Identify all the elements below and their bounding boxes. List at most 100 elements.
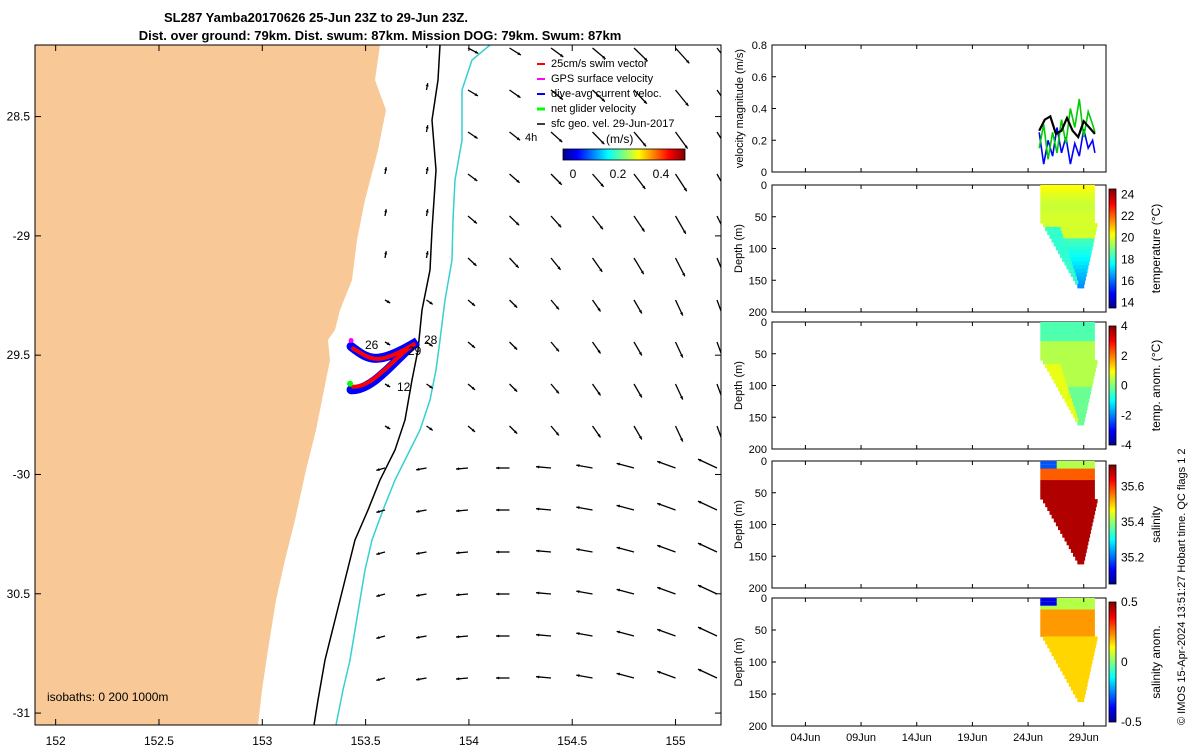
depth-cell-2-90 <box>1053 518 1094 523</box>
depth2-cbar-label: salinity <box>1149 506 1163 543</box>
depth-accent-1-126 <box>1066 402 1074 407</box>
depth-cell-2-150 <box>1075 556 1086 561</box>
depth0-ytick-4: 200 <box>749 307 767 319</box>
depth-cell-0-0 <box>1040 185 1095 190</box>
depth-cell-1-108 <box>1060 390 1091 395</box>
vector-head-64 <box>555 348 559 352</box>
vector-head-129 <box>616 630 621 634</box>
colorbar-tick-2: 0.4 <box>653 167 670 181</box>
vector-32 <box>716 173 721 183</box>
isobath-200m <box>335 45 491 725</box>
vector-head-31 <box>683 187 687 192</box>
depth-cell-0-42 <box>1040 211 1095 216</box>
track-label-12: 12 <box>397 380 411 394</box>
depth-cell-0-30 <box>1040 204 1095 209</box>
vector-head-80 <box>471 428 476 432</box>
map-xtick-2: 153 <box>252 734 272 748</box>
depth-accent-1-90 <box>1053 379 1066 384</box>
vector-head-120 <box>616 588 621 592</box>
depth-cell-3-156 <box>1077 697 1085 703</box>
vector-head-13 <box>643 100 647 104</box>
vector-head-91 <box>536 465 540 469</box>
vector-104 <box>697 500 718 511</box>
vector-head-116 <box>456 593 460 597</box>
vector-head-88 <box>416 467 420 471</box>
depth-cell-3-6 <box>1040 601 1095 607</box>
colorbar-gradient <box>562 148 686 161</box>
legend-label-geo: sfc geo. vel. 29-Jun-2017 <box>551 118 675 130</box>
depth0-ylabel: Depth (m) <box>733 224 745 273</box>
vector-head-130 <box>657 628 661 632</box>
depth-cell-1-84 <box>1051 375 1095 380</box>
track-swim <box>351 341 417 389</box>
title-line-2: Dist. over ground: 79km. Dist. swum: 87k… <box>139 28 622 43</box>
depth-cell-2-42 <box>1040 487 1095 492</box>
depth-accent-0-150 <box>1075 280 1079 285</box>
legend-label-dive: dive-avg current veloc. <box>551 88 662 100</box>
vector-head-32 <box>725 190 728 193</box>
vector-head-127 <box>536 633 540 637</box>
depth-cell-1-60 <box>1043 360 1098 365</box>
depth1-ytick-2: 100 <box>749 381 767 393</box>
depth-cell-3-72 <box>1047 644 1096 649</box>
depth-cell-1-48 <box>1040 352 1095 357</box>
vector-head-23 <box>726 148 729 151</box>
vector-head-24 <box>384 167 388 171</box>
depth-accent-1-108 <box>1060 390 1070 395</box>
map-ytick-5: -31 <box>13 706 31 720</box>
depth1-cbar-tick-0: 4 <box>1121 319 1128 333</box>
vector-head-41 <box>724 233 727 236</box>
depth-accent-1-132 <box>1068 405 1075 411</box>
velocity-ytick-0: 0 <box>761 167 767 179</box>
vector-head-8 <box>425 83 429 87</box>
vector-head-136 <box>536 675 540 679</box>
vector-139 <box>656 670 676 679</box>
depth-cell-0-114 <box>1062 257 1091 262</box>
vector-0 <box>425 45 428 49</box>
depth0-cbar-label: temperature (°C) <box>1149 204 1163 294</box>
depth-cell-2-36 <box>1040 483 1095 489</box>
vector-head-26 <box>473 177 478 181</box>
depth1-ylabel: Depth (m) <box>733 361 745 410</box>
vector-head-137 <box>576 674 580 678</box>
depth-cell-2-114 <box>1062 533 1091 538</box>
vector-head-29 <box>600 183 604 187</box>
depth3-ytick-1: 50 <box>755 625 767 637</box>
vector-head-115 <box>416 593 420 597</box>
depth-cell-0-6 <box>1040 188 1095 194</box>
depth3-cbar-tick-1: 0 <box>1121 655 1128 669</box>
vector-head-43 <box>425 251 429 255</box>
panel5-xtick-5: 29Jun <box>1069 732 1099 744</box>
depth-cell-3-12 <box>1040 605 1095 610</box>
vector-head-76 <box>680 396 683 400</box>
depth1-cbar-tick-3: -2 <box>1121 408 1132 422</box>
depth1-ytick-3: 150 <box>749 412 767 424</box>
depth-accent-2-0 <box>1040 461 1057 466</box>
colorbar-unit: (m/s) <box>606 132 633 146</box>
depth-accent-0-138 <box>1070 272 1076 277</box>
depth-accent-0-144 <box>1073 276 1077 281</box>
depth-cell-3-66 <box>1045 640 1097 645</box>
vector-head-53 <box>471 302 476 306</box>
vector-head-54 <box>513 304 518 308</box>
vector-head-40 <box>682 230 686 234</box>
vector-head-131 <box>697 627 702 630</box>
vector-131 <box>697 626 718 637</box>
depth0-ytick-2: 100 <box>749 244 767 256</box>
velocity-ytick-4: 0.8 <box>752 40 767 52</box>
map-ytick-1: -29 <box>13 229 31 243</box>
vector-14 <box>674 89 689 107</box>
vector-head-99 <box>496 508 500 512</box>
depth-accent-0-66 <box>1045 226 1061 232</box>
depth-cell-0-144 <box>1073 276 1086 281</box>
depth-cell-0-78 <box>1049 234 1096 239</box>
depth-cell-2-138 <box>1070 548 1087 553</box>
vector-head-82 <box>555 432 559 436</box>
vector-head-102 <box>616 504 621 508</box>
depth-accent-0-120 <box>1064 261 1072 266</box>
depth-cell-2-156 <box>1077 560 1085 565</box>
depth-cell-3-84 <box>1051 651 1095 657</box>
vector-head-119 <box>576 590 580 594</box>
vector-head-79 <box>429 427 433 431</box>
depth2-ylabel: Depth (m) <box>733 500 745 549</box>
